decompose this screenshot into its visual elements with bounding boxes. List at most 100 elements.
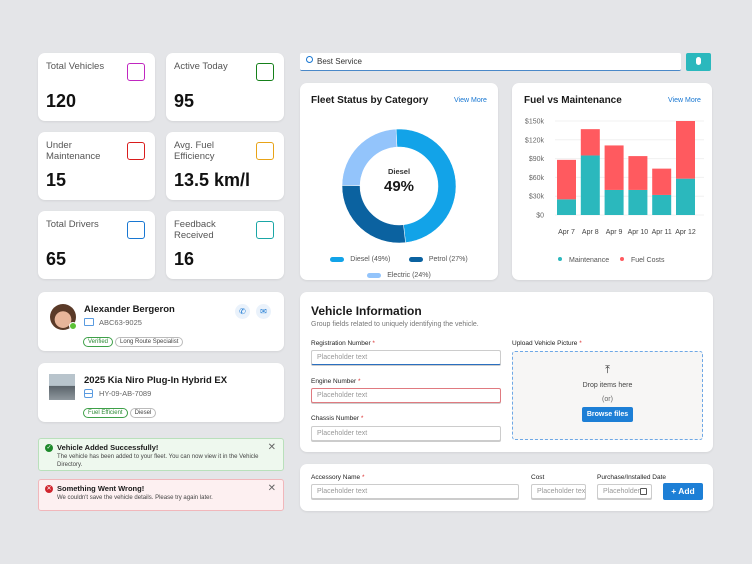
cost-input[interactable]: Placeholder text: [531, 484, 586, 499]
calendar-icon: [640, 488, 647, 495]
x-tick-label: Apr 10: [628, 229, 649, 236]
error-circle-icon: ✕: [45, 485, 53, 493]
cars-icon: [127, 63, 145, 81]
success-alert-body: The vehicle has been added to your fleet…: [57, 454, 259, 468]
fleet-view-more-link[interactable]: View More: [454, 97, 487, 104]
upload-label: Upload Vehicle Picture *: [512, 340, 582, 347]
fleet-donut-chart: [341, 128, 457, 244]
bar-maintenance[interactable]: [604, 189, 624, 215]
fuel-pump-icon: [256, 142, 274, 160]
fleet-status-card: Fleet Status by Category View More Diese…: [300, 83, 498, 280]
y-tick-label: $30k: [529, 194, 545, 201]
upload-icon: ⤒: [605, 364, 610, 376]
x-tick-label: Apr 11: [652, 229, 672, 236]
bar-fuel-costs[interactable]: [604, 145, 624, 190]
fuel-efficient-tag: Fuel Efficient: [83, 408, 128, 418]
chassis-number-input[interactable]: Placeholder text: [311, 426, 501, 441]
success-alert: ✓ Vehicle Added Successfully! The vehicl…: [38, 438, 284, 471]
driver-card[interactable]: Alexander Bergeron ABC63-9025 Verified Lo…: [38, 292, 284, 351]
email-button[interactable]: ✉: [256, 304, 271, 319]
driver-id: ABC63-9025: [99, 318, 142, 327]
engine-number-input[interactable]: Placeholder text: [311, 388, 501, 403]
microphone-icon: [696, 57, 701, 65]
success-alert-title: Vehicle Added Successfully!: [57, 443, 159, 452]
stat-label: Avg. Fuel Efficiency: [174, 140, 215, 162]
bar-fuel-costs[interactable]: [580, 129, 600, 156]
bar-fuel-costs[interactable]: [628, 156, 648, 190]
verified-tag: Verified: [83, 337, 114, 347]
browse-files-button[interactable]: Browse files: [581, 407, 634, 422]
registration-number-input[interactable]: Placeholder text: [311, 350, 501, 365]
voice-search-button[interactable]: [686, 53, 711, 71]
stat-card[interactable]: Avg. Fuel Efficiency 13.5 km/l: [166, 132, 284, 200]
bar-maintenance[interactable]: [628, 189, 648, 215]
bar-maintenance[interactable]: [580, 155, 600, 215]
accessory-name-input[interactable]: Placeholder text: [311, 484, 519, 499]
plate-icon: [84, 389, 93, 398]
error-alert: ✕ Something Went Wrong! We couldn't save…: [38, 479, 284, 511]
call-button[interactable]: ✆: [235, 304, 250, 319]
error-alert-body: We couldn't save the vehicle details. Pl…: [57, 495, 213, 501]
fleet-status-title: Fleet Status by Category: [311, 95, 429, 106]
accessory-name-label: Accessory Name *: [311, 474, 365, 481]
legend-marker: [620, 257, 624, 261]
specialty-tag: Long Route Specialist: [115, 337, 184, 347]
vehicle-plate: HY-09-AB-7089: [99, 389, 152, 398]
online-status-dot: [69, 322, 77, 330]
legend-marker: [558, 257, 562, 261]
stat-value: 95: [174, 91, 195, 111]
y-tick-label: $0: [536, 213, 544, 220]
bar-maintenance[interactable]: [652, 194, 672, 215]
search-icon: [306, 56, 313, 63]
stat-value: 120: [46, 91, 77, 111]
y-tick-label: $90k: [529, 156, 545, 163]
cost-label: Cost: [531, 474, 545, 481]
driver-name: Alexander Bergeron: [84, 304, 175, 315]
donut-center-value: 49%: [383, 178, 415, 195]
stat-card[interactable]: Active Today 95: [166, 53, 284, 121]
stat-label: Total Drivers: [46, 219, 99, 230]
file-drop-zone[interactable]: ⤒ Drop items here (or) Browse files: [512, 351, 703, 440]
donut-slice-electric[interactable]: [341, 128, 398, 186]
search-input[interactable]: Best Service: [300, 53, 681, 71]
legend-electric: Electric (24%): [367, 272, 431, 279]
close-icon[interactable]: ✕: [267, 483, 276, 494]
form-subtitle: Group fields related to uniquely identif…: [311, 321, 479, 328]
bar-fuel-costs[interactable]: [652, 168, 672, 195]
phone-icon: ✆: [239, 307, 246, 316]
vehicle-card[interactable]: 2025 Kia Niro Plug-In Hybrid EX HY-09-AB…: [38, 363, 284, 422]
donut-center-label: Diesel: [387, 167, 411, 176]
x-tick-label: Apr 9: [606, 229, 623, 236]
fuel-view-more-link[interactable]: View More: [668, 97, 701, 104]
registration-label: Registration Number *: [311, 340, 375, 347]
stat-card[interactable]: Under Maintenance 15: [38, 132, 155, 200]
y-tick-label: $150k: [525, 119, 545, 126]
stat-value: 65: [46, 249, 67, 269]
mail-icon: ✉: [260, 307, 267, 316]
close-icon[interactable]: ✕: [267, 442, 276, 453]
bar-fuel-costs[interactable]: [557, 159, 576, 200]
legend-diesel: Diesel (49%): [330, 256, 390, 263]
date-input[interactable]: Placeholder: [597, 484, 652, 499]
driver-icon: [127, 221, 145, 239]
bar-maintenance[interactable]: [676, 178, 695, 215]
stat-card[interactable]: Total Drivers 65: [38, 211, 155, 279]
or-text: (or): [602, 396, 613, 403]
y-tick-label: $120k: [525, 137, 545, 144]
stat-label: Total Vehicles: [46, 61, 105, 72]
search-value: Best Service: [317, 57, 362, 66]
stat-card[interactable]: Feedback Received 16: [166, 211, 284, 279]
stat-value: 13.5 km/l: [174, 170, 251, 190]
x-tick-label: Apr 12: [675, 229, 696, 236]
stat-card[interactable]: Total Vehicles 120: [38, 53, 155, 121]
fuel-maintenance-bar-chart: $0 $30k $60k $90k $120k $150k Apr 7 Apr 8 Apr 9 A…: [525, 119, 704, 264]
add-accessory-button[interactable]: + Add: [663, 483, 703, 500]
vehicle-name: 2025 Kia Niro Plug-In Hybrid EX: [84, 375, 228, 386]
drop-text: Drop items here: [582, 382, 633, 389]
bar-fuel-costs[interactable]: [676, 121, 695, 179]
bar-maintenance[interactable]: [557, 199, 576, 215]
stat-value: 15: [46, 170, 67, 190]
stat-value: 16: [174, 249, 195, 269]
stat-label: Active Today: [174, 61, 228, 72]
check-circle-icon: ✓: [45, 444, 53, 452]
